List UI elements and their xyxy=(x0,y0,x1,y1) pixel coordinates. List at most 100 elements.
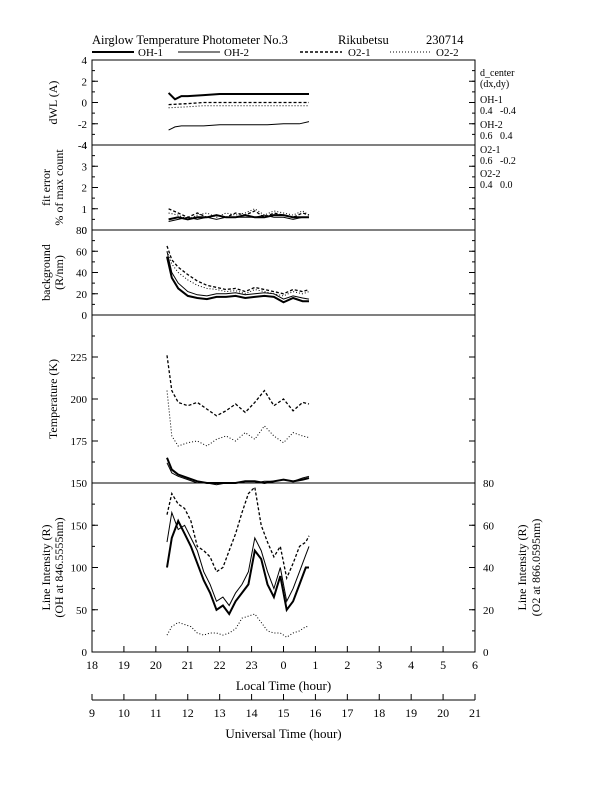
series-o2-1-line xyxy=(166,245,310,295)
side-info-o22-label: O2-2 xyxy=(480,169,501,180)
y-tick-label: 100 xyxy=(71,563,88,575)
universal-time-tick-label: 16 xyxy=(309,706,321,720)
universal-time-tick-label: 15 xyxy=(278,706,290,720)
side-info: d_center (dx,dy) OH-1 0.4 -0.4 OH-2 0.6 … xyxy=(480,68,516,191)
series-oh-2-line xyxy=(168,214,309,222)
y-tick-label: -4 xyxy=(78,140,88,152)
y-tick-label: 80 xyxy=(76,225,88,237)
legend-oh1-label: OH-1 xyxy=(138,47,163,59)
local-time-tick-label: 18 xyxy=(86,658,98,672)
universal-time-tick-label: 10 xyxy=(118,706,130,720)
y-axis-label: Line Intensity (R) xyxy=(39,525,53,611)
local-time-tick-label: 5 xyxy=(440,658,446,672)
universal-time-tick-label: 19 xyxy=(405,706,417,720)
y-axis-label-2: (R/nm) xyxy=(52,255,66,290)
local-time-axis-label: Local Time (hour) xyxy=(236,678,331,693)
y-axis-label: background xyxy=(39,244,53,301)
series-o2-2-line xyxy=(168,105,309,109)
y-tick-label: 175 xyxy=(71,436,88,448)
y-axis-label-2: % of max count xyxy=(52,149,66,226)
local-time-tick-label: 0 xyxy=(281,658,287,672)
series-o2-1-line xyxy=(168,208,310,219)
y-tick-label: 4 xyxy=(82,55,88,67)
side-info-oh1-label: OH-1 xyxy=(480,95,503,106)
y-tick-label: 3 xyxy=(82,161,88,173)
universal-time-tick-label: 18 xyxy=(373,706,385,720)
universal-time-tick-label: 17 xyxy=(341,706,353,720)
series-oh-1-line xyxy=(166,256,309,304)
legend-o21-label: O2-1 xyxy=(348,47,371,59)
side-info-oh2-label: OH-2 xyxy=(480,120,503,131)
universal-time-tick-label: 9 xyxy=(89,706,95,720)
series-oh-2-line xyxy=(166,462,310,486)
y-tick-label: 225 xyxy=(71,352,88,364)
y2-tick-label: 0 xyxy=(483,647,489,659)
y-tick-label: 2 xyxy=(82,183,88,195)
panel-fit_error: 4 3 2 1 0 fit error% of max count xyxy=(39,140,476,237)
universal-time-tick-label: 11 xyxy=(150,706,162,720)
series-oh-2-line xyxy=(166,251,310,300)
y-axis-label: dWL (A) xyxy=(46,81,60,125)
y2-tick-label: 80 xyxy=(483,478,495,490)
local-time-tick-label: 22 xyxy=(214,658,226,672)
local-time-tick-label: 23 xyxy=(246,658,258,672)
station-name: Rikubetsu xyxy=(338,33,389,47)
y-tick-label: 150 xyxy=(71,520,88,532)
legend-oh2-label: OH-2 xyxy=(224,47,249,59)
y-axis-label-2: (OH at 846.5555nm) xyxy=(52,517,66,617)
panel-frame xyxy=(91,59,476,146)
series-o2-2-line xyxy=(166,390,310,447)
y-tick-label: 150 xyxy=(71,478,88,490)
local-time-tick-label: 6 xyxy=(472,658,478,672)
universal-time-tick-label: 12 xyxy=(182,706,194,720)
panel-frame xyxy=(91,482,476,653)
date-label: 230714 xyxy=(426,33,464,47)
series-oh-1-line xyxy=(167,92,309,101)
side-info-oh1-values: 0.4 -0.4 xyxy=(480,106,516,117)
universal-time-tick-label: 14 xyxy=(246,706,258,720)
series-o2-2-line xyxy=(166,613,309,638)
local-time-tick-label: 2 xyxy=(344,658,350,672)
y-tick-label: 0 xyxy=(82,98,88,110)
side-info-o22-values: 0.4 0.0 xyxy=(480,180,513,191)
local-time-tick-label: 20 xyxy=(150,658,162,672)
y-tick-label: 40 xyxy=(76,268,88,280)
y-tick-label: 0 xyxy=(82,310,88,322)
y2-tick-label: 60 xyxy=(483,520,495,532)
y-tick-label: 0 xyxy=(82,647,88,659)
local-time-tick-label: 21 xyxy=(182,658,194,672)
series-oh-1-line xyxy=(166,457,310,485)
y2-axis-label: Line Intensity (R) xyxy=(515,525,529,611)
legend-o22-label: O2-2 xyxy=(436,47,459,59)
y-axis-label: fit error xyxy=(39,169,53,206)
y-tick-label: 200 xyxy=(71,394,88,406)
universal-time-axis-label: Universal Time (hour) xyxy=(225,726,341,741)
panel-temperature: 225 200 175 150 Temperature (K) xyxy=(46,314,476,490)
y-tick-label: 2 xyxy=(82,76,88,88)
y-tick-label: 0 xyxy=(82,225,88,237)
local-time-tick-label: 19 xyxy=(118,658,130,672)
series-oh-2-line xyxy=(166,510,310,607)
side-info-heading: d_center xyxy=(480,68,515,79)
legend: OH-1 OH-2 O2-1 O2-2 xyxy=(92,47,459,59)
y-tick-label: 1 xyxy=(82,204,88,216)
y2-axis-label-2: (O2 at 866.0595nm) xyxy=(529,519,543,617)
side-info-oh2-values: 0.6 0.4 xyxy=(480,131,513,142)
local-time-tick-label: 1 xyxy=(312,658,318,672)
side-info-o21-label: O2-1 xyxy=(480,145,501,156)
y-tick-label: 20 xyxy=(76,289,88,301)
figure-title: Airglow Temperature Photometer No.3 xyxy=(92,33,288,47)
side-info-subheading: (dx,dy) xyxy=(480,79,509,90)
y-tick-label: 60 xyxy=(76,246,88,258)
local-time-tick-label: 3 xyxy=(376,658,382,672)
series-o2-1-line xyxy=(168,101,309,106)
universal-time-tick-label: 21 xyxy=(469,706,481,720)
side-info-o21-values: 0.6 -0.2 xyxy=(480,156,516,167)
y-tick-label: 50 xyxy=(76,605,88,617)
y-axis-label: Temperature (K) xyxy=(46,359,60,439)
panel-dwl: 4 2 0 -2 -4 dWL (A) xyxy=(46,55,476,152)
